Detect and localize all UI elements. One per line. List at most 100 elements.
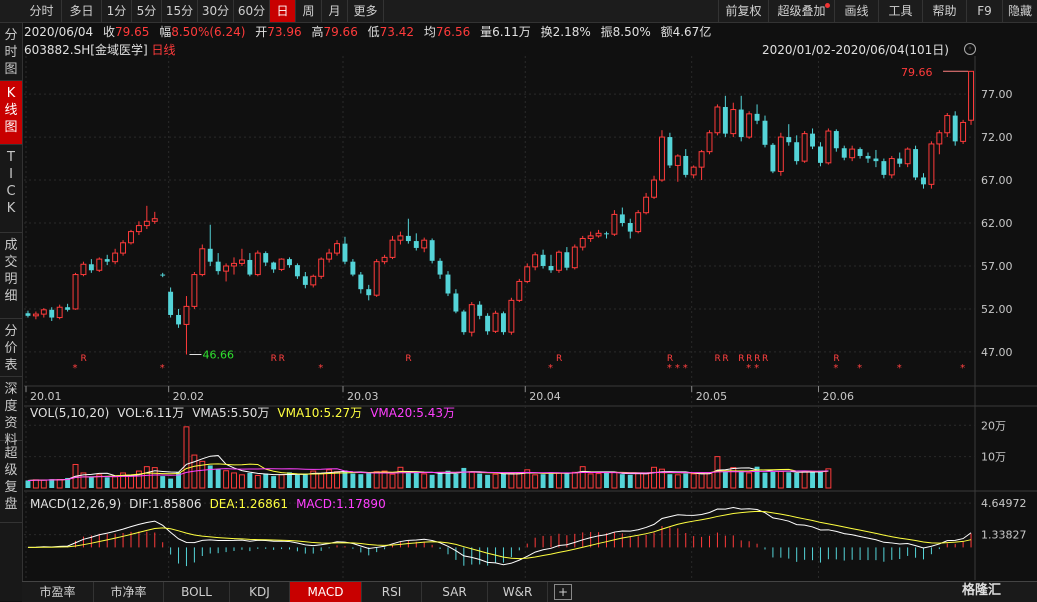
candle-61 <box>508 297 515 335</box>
period-button-2[interactable]: 1分 <box>102 0 132 22</box>
period-button-9[interactable]: 月 <box>322 0 348 22</box>
toolbar-button-4[interactable]: 帮助 <box>922 0 966 22</box>
date-tick-0: 20.01 <box>30 390 62 403</box>
period-button-10[interactable]: 更多 <box>348 0 384 22</box>
candle-body-98 <box>801 133 808 162</box>
candle-body-67 <box>555 251 562 271</box>
sidebar-tab-0[interactable]: 分时图 <box>0 23 22 81</box>
candle-body-115 <box>936 132 943 145</box>
volume-bar-19 <box>176 472 181 488</box>
event-star-icon-5: * <box>675 363 680 374</box>
volume-bar-88 <box>722 471 728 488</box>
event-r-icon-6: R <box>714 354 720 364</box>
candle-body-17 <box>160 274 166 276</box>
kline-chart[interactable]: 77.00 72.00 67.00 62.00 57.00 52.00 47.00 20.01… <box>0 0 1037 581</box>
volume-bar-9 <box>96 474 103 489</box>
candle-body-12 <box>120 242 127 254</box>
toolbar-button-2[interactable]: 画线 <box>834 0 878 22</box>
dea-line <box>27 510 972 560</box>
turnover-value: 2.18% <box>552 25 591 39</box>
volume-bar-2 <box>40 479 47 489</box>
candle-113 <box>921 173 926 189</box>
indicator-tab-6[interactable]: SAR <box>422 582 488 602</box>
volume-bar-75 <box>619 474 625 488</box>
volume-bar-18 <box>168 478 174 488</box>
event-r-icon-9: R <box>746 354 752 364</box>
toolbar-button-0[interactable]: 前复权 <box>718 0 768 22</box>
date-tick-4: 20.05 <box>696 390 728 403</box>
indicator-tab-5[interactable]: RSI <box>362 582 422 602</box>
period-button-1[interactable]: 多日 <box>62 0 102 22</box>
event-r-icon-2: R <box>279 354 285 364</box>
candle-30 <box>263 251 269 266</box>
candle-body-27 <box>238 259 245 264</box>
sidebar-tab-5[interactable]: 深度资料 <box>0 377 22 448</box>
candle-95 <box>777 132 784 176</box>
volume-bar-33 <box>287 472 292 488</box>
event-star-icon-2: * <box>318 363 323 374</box>
toolbar-button-1[interactable]: 超级叠加 <box>768 0 834 22</box>
volume-bar-37 <box>318 473 325 489</box>
candle-31 <box>271 261 277 273</box>
indicator-tab-7[interactable]: W&R <box>488 582 548 602</box>
open-value: 73.96 <box>267 25 302 39</box>
indicator-tab-4[interactable]: MACD <box>290 582 362 602</box>
volume-bar-14 <box>135 470 142 489</box>
range-settings-icon[interactable]: ◦ <box>964 43 976 55</box>
period-button-4[interactable]: 15分 <box>162 0 198 22</box>
candle-body-65 <box>540 254 546 266</box>
sidebar-tab-6[interactable]: 超级复盘 <box>0 441 22 523</box>
candle-97 <box>794 135 800 165</box>
period-button-6[interactable]: 60分 <box>234 0 270 22</box>
period-button-3[interactable]: 5分 <box>132 0 162 22</box>
candle-body-59 <box>492 312 499 332</box>
candle-101 <box>825 128 832 165</box>
toolbar-button-5[interactable]: F9 <box>966 0 1002 22</box>
period-button-7[interactable]: 日 <box>270 0 296 22</box>
volume-bar-24 <box>215 469 221 488</box>
volume-bar-91 <box>746 472 753 489</box>
candle-body-3 <box>49 309 55 318</box>
candle-body-50 <box>421 239 428 249</box>
indicator-tab-2[interactable]: BOLL <box>164 582 230 602</box>
high-annotation: 79.66 <box>901 66 933 79</box>
volume-bar-15 <box>143 466 150 489</box>
candle-body-108 <box>881 161 887 175</box>
sidebar-tab-4[interactable]: 分价表 <box>0 319 22 377</box>
volume-bar-35 <box>302 473 308 488</box>
price-tick-0: 77.00 <box>981 88 1013 101</box>
date-range[interactable]: 2020/01/02-2020/06/04(101日) <box>762 43 949 57</box>
event-star-icon-8: * <box>754 363 759 374</box>
volume-bar-49 <box>413 472 419 488</box>
candle-52 <box>437 258 443 279</box>
toolbar-button-6[interactable]: 隐藏 <box>1002 0 1037 22</box>
toolbar-button-3[interactable]: 工具 <box>878 0 922 22</box>
notification-dot-icon <box>825 3 830 8</box>
add-indicator-icon[interactable]: + <box>554 584 572 600</box>
candle-body-86 <box>706 132 713 153</box>
indicator-tab-1[interactable]: 市净率 <box>94 582 164 602</box>
sidebar-tab-3[interactable]: 成交明细 <box>0 233 22 319</box>
volume-bar-67 <box>555 472 562 489</box>
volume-legend: VOL(5,10,20) VOL:6.11万 VMA5:5.50万 VMA10:5.2… <box>30 406 455 420</box>
candle-body-36 <box>310 275 317 286</box>
candle-body-52 <box>437 260 443 275</box>
candle-66 <box>548 254 554 273</box>
indicator-tab-0[interactable]: 市盈率 <box>22 582 94 602</box>
candle-body-78 <box>643 196 650 214</box>
volume-bar-51 <box>429 474 435 488</box>
volume-bar-36 <box>310 470 317 489</box>
dif-line <box>27 506 972 566</box>
period-button-5[interactable]: 30分 <box>198 0 234 22</box>
indicator-tab-3[interactable]: KDJ <box>230 582 290 602</box>
candle-29 <box>254 250 261 277</box>
volume-bar-99 <box>810 471 815 488</box>
volume-bar-8 <box>88 476 94 488</box>
brand-logo: 格隆汇 <box>962 581 1001 601</box>
macd-tick-0: 4.64972 <box>981 497 1027 510</box>
period-button-8[interactable]: 周 <box>296 0 322 22</box>
period-button-0[interactable]: 分时 <box>22 0 62 22</box>
